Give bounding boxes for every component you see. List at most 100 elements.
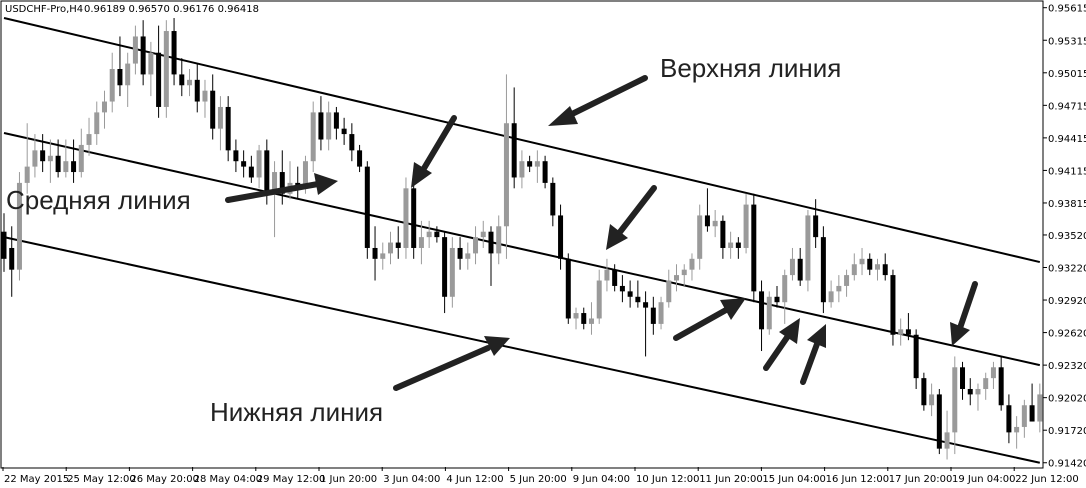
arrowhead-icon [314, 173, 338, 195]
candle-body [882, 264, 888, 276]
candle-body [913, 334, 919, 379]
candle-body [789, 258, 795, 276]
candle-body [728, 242, 734, 248]
candle-body [341, 128, 347, 135]
candle-body [364, 166, 370, 248]
candle-body [156, 52, 162, 107]
candle-body [1037, 394, 1043, 422]
candle-body [596, 280, 602, 319]
candle-body [187, 79, 193, 86]
y-tick-label: 0.92020 [1048, 394, 1086, 405]
arrowhead-icon [950, 322, 970, 346]
candle-body [998, 367, 1004, 406]
candle-body [743, 204, 749, 248]
candle-body [202, 90, 208, 102]
candle-body [1014, 426, 1020, 433]
y-tick-label: 0.93815 [1048, 199, 1086, 210]
arrowhead-icon [807, 324, 826, 348]
candle-body [302, 161, 308, 189]
x-tick-label: 10 Jun 12:00 [636, 474, 700, 485]
candle-body [503, 123, 509, 227]
annotation-middle-line: Средняя линия [6, 185, 191, 215]
candle-body [511, 123, 517, 178]
candle-body [650, 307, 656, 324]
candle-body [627, 291, 633, 297]
candle-body [496, 226, 502, 254]
candle-body [333, 112, 339, 129]
candle-body [310, 112, 316, 162]
x-tick-label: 15 Jun 04:00 [762, 474, 826, 485]
candle-body [403, 188, 409, 248]
y-tick-label: 0.95615 [1048, 4, 1086, 15]
arrowhead-icon [606, 224, 628, 250]
candle-body [944, 432, 950, 449]
candle-body [975, 388, 981, 395]
arrow-icon [420, 115, 457, 173]
candle-body [588, 318, 594, 324]
arrow-icon [225, 181, 321, 203]
candle-body [357, 150, 363, 167]
chart-header-symbol: USDCHF-Pro,H4 [5, 4, 83, 15]
candle-body [349, 134, 355, 151]
candle-body [797, 258, 803, 281]
candle-body [573, 313, 579, 319]
y-tick-label: 0.95015 [1048, 69, 1086, 80]
candle-body [929, 394, 935, 406]
y-axis: 0.95615 0.95315 0.95015 0.94715 0.94415 0.941… [1043, 4, 1086, 470]
x-tick-label: 11 Jun 20:00 [699, 474, 763, 485]
channel-lower-line [3, 236, 1041, 464]
candle-body [697, 215, 703, 259]
candle-body [194, 79, 200, 102]
candle-body [442, 237, 448, 297]
y-tick-label: 0.92920 [1048, 296, 1086, 307]
candle-body [813, 215, 819, 238]
candle-body [473, 237, 479, 254]
candle-body [952, 367, 958, 433]
y-tick-label: 0.92620 [1048, 329, 1086, 340]
candle-body [318, 112, 324, 140]
candle-body [210, 90, 216, 129]
y-tick-label: 0.93220 [1048, 263, 1086, 274]
candle-body [163, 31, 169, 107]
candle-body [1029, 405, 1035, 422]
y-tick-label: 0.91720 [1048, 426, 1086, 437]
candle-body [9, 247, 15, 270]
x-tick-label: 26 May 20:00 [130, 474, 199, 485]
candle-body [109, 68, 115, 102]
candle-body [658, 302, 664, 324]
arrow-icon [763, 333, 791, 371]
candle-body [643, 302, 649, 308]
candle-body [681, 269, 687, 276]
candle-body [836, 285, 842, 292]
candle-body [898, 329, 904, 335]
candle-body [125, 63, 131, 86]
candle-body [751, 204, 757, 292]
candle-body [426, 231, 432, 238]
x-tick-label: 25 May 12:00 [67, 474, 136, 485]
annotation-lower-line: Нижняя линия [210, 397, 383, 427]
candle-body [635, 296, 641, 303]
candle-body [867, 258, 873, 270]
candle-body [140, 36, 146, 75]
candle-body [1021, 405, 1027, 427]
candle-body [844, 275, 850, 286]
x-tick-label: 19 Jun 04:00 [952, 474, 1016, 485]
channel-middle-line [3, 132, 1041, 367]
candle-body [874, 264, 880, 270]
candle-body [16, 182, 22, 270]
x-tick-label: 22 May 2015 [4, 474, 69, 485]
candle-body [527, 161, 533, 167]
candle-body [666, 280, 672, 303]
candle-body [565, 258, 571, 319]
candle-body [782, 275, 788, 303]
candle-body [40, 150, 46, 162]
candle-body [1, 231, 7, 259]
candle-body [179, 74, 185, 86]
candle-body [689, 258, 695, 270]
candle-body [550, 182, 556, 216]
candle-body [272, 172, 278, 194]
y-tick-label: 0.92320 [1048, 361, 1086, 372]
candle-body [805, 215, 811, 281]
candle-body [619, 285, 625, 292]
